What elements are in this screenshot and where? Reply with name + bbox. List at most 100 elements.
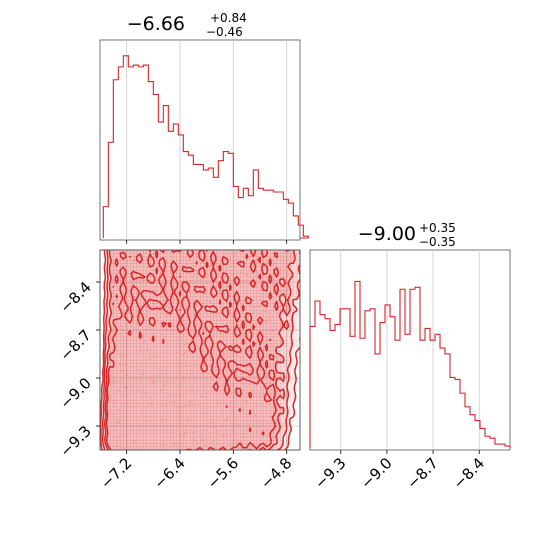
contour-density-cell — [153, 316, 158, 321]
contour-density-cell — [150, 340, 154, 344]
contour-density-cell — [136, 360, 141, 364]
contour-density-cell — [100, 420, 104, 424]
contour-density-cell — [166, 340, 171, 344]
contour-density-cell — [230, 320, 234, 324]
contour-density-cell — [216, 416, 221, 421]
contour-density-cell — [280, 323, 284, 328]
contour-density-cell — [250, 426, 254, 431]
contour-density-cell — [140, 413, 144, 418]
contour-density-cell — [196, 393, 201, 398]
contour-scatter-point — [129, 386, 132, 388]
contour-scatter-point — [214, 426, 217, 428]
histogram-y-ticks: −9.3 −9.0 −8.7 −8.4 — [311, 450, 488, 493]
contour-density-cell — [213, 396, 218, 401]
contour-density-cell — [146, 400, 151, 404]
contour-density-cell — [136, 433, 141, 438]
contour-density-cell — [183, 250, 188, 254]
contour-density-cell — [166, 310, 171, 314]
contour-density-cell — [160, 253, 164, 258]
contour-density-cell — [180, 343, 184, 348]
contour-density-cell — [273, 353, 278, 358]
contour-density-cell — [180, 440, 184, 444]
contour-density-cell — [280, 433, 284, 438]
contour-density-cell — [256, 283, 261, 288]
contour-density-cell — [150, 410, 154, 414]
contour-density-cell — [250, 330, 254, 334]
contour-density-cell — [150, 390, 154, 394]
contour-density-cell — [293, 343, 298, 348]
contour-density-cell — [240, 406, 244, 411]
contour-density-cell — [280, 266, 284, 271]
contour-density-cell — [253, 293, 258, 298]
contour-density-cell — [196, 366, 201, 371]
contour-density-cell — [200, 416, 204, 421]
contour-density-cell — [286, 356, 291, 361]
contour-density-cell — [173, 286, 178, 291]
contour-density-cell — [250, 276, 254, 281]
contour-density-cell — [260, 346, 264, 351]
contour-density-cell — [140, 443, 144, 448]
contour-density-cell — [223, 443, 228, 448]
contour-density-cell — [166, 370, 171, 374]
contour-density-cell — [216, 320, 221, 324]
contour-scatter-point — [119, 363, 121, 365]
contour-density-cell — [113, 393, 118, 398]
contour-density-cell — [173, 256, 178, 261]
contour-density-cell — [240, 366, 244, 371]
contour-density-cell — [193, 400, 198, 404]
contour-density-cell — [180, 366, 184, 371]
contour-density-cell — [196, 363, 201, 368]
contour-density-cell — [206, 426, 211, 431]
contour-density-cell — [173, 396, 178, 401]
contour-density-cell — [290, 356, 294, 361]
contour-density-cell — [123, 410, 128, 414]
contour-density-cell — [183, 423, 188, 428]
contour-density-cell — [140, 406, 144, 411]
contour-density-cell — [173, 253, 178, 258]
contour-density-cell — [140, 343, 144, 348]
contour-density-cell — [166, 423, 171, 428]
contour-density-cell — [270, 320, 274, 324]
contour-density-cell — [246, 300, 251, 304]
contour-density-cell — [283, 253, 288, 258]
contour-density-cell — [233, 433, 238, 438]
contour-density-cell — [193, 296, 198, 301]
contour-density-cell — [276, 273, 281, 278]
contour-density-cell — [266, 293, 271, 298]
contour-density-cell — [116, 373, 121, 378]
contour-density-cell — [126, 423, 131, 428]
contour-density-cell — [110, 340, 114, 344]
contour-density-cell — [200, 270, 204, 274]
contour-density-cell — [140, 363, 144, 368]
contour-density-cell — [193, 290, 198, 294]
contour-density-cell — [223, 270, 228, 274]
contour-density-cell — [266, 313, 271, 318]
contour-density-cell — [166, 430, 171, 434]
contour-density-cell — [150, 436, 154, 441]
contour-density-cell — [266, 316, 271, 321]
contour-density-cell — [143, 420, 148, 424]
contour-density-cell — [233, 306, 238, 311]
contour-density-cell — [133, 420, 138, 424]
contour-density-cell — [253, 270, 258, 274]
contour-density-cell — [160, 396, 164, 401]
contour-density-cell — [203, 410, 208, 414]
contour-density-cell — [196, 423, 201, 428]
contour-density-cell — [160, 440, 164, 444]
contour-scatter-point — [173, 401, 176, 403]
contour-density-cell — [223, 440, 228, 444]
contour-density-cell — [143, 393, 148, 398]
contour-density-cell — [166, 256, 171, 261]
contour-density-cell — [233, 260, 238, 264]
contour-density-cell — [273, 343, 278, 348]
contour-density-cell — [153, 396, 158, 401]
contour-density-cell — [223, 413, 228, 418]
contour-density-cell — [296, 336, 300, 341]
contour-density-cell — [183, 340, 188, 344]
contour-density-cell — [143, 323, 148, 328]
contour-scatter-point — [240, 298, 242, 301]
contour-density-cell — [226, 256, 231, 261]
histogram-y-steps — [309, 280, 511, 448]
contour-density-cell — [240, 330, 244, 334]
contour-density-cell — [276, 256, 281, 261]
